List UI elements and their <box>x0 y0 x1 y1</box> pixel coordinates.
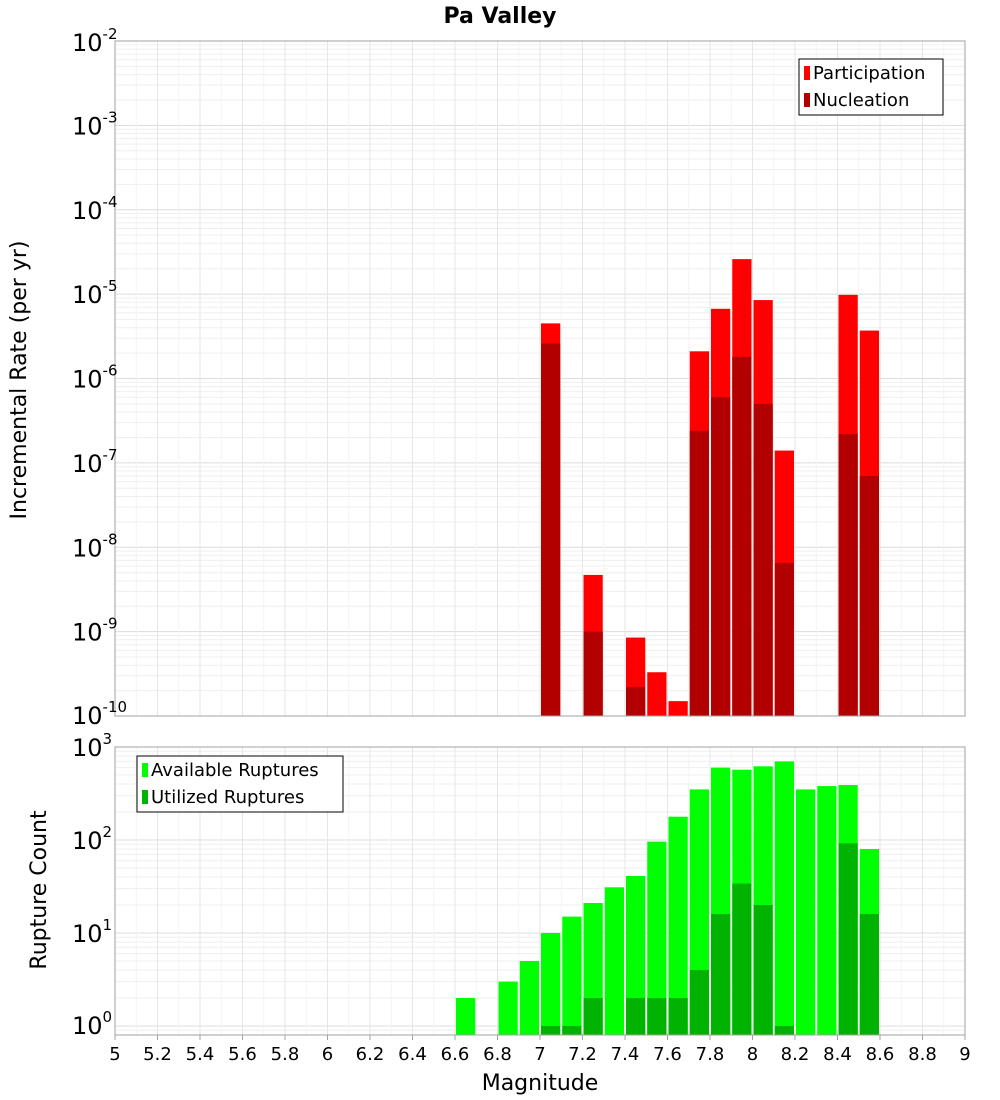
bar <box>583 997 603 1035</box>
bars <box>541 259 879 716</box>
y-tick-label: 102 <box>72 823 112 855</box>
x-tick-label: 8 <box>747 1044 758 1065</box>
y-tick-label: 101 <box>72 916 112 948</box>
x-tick-label: 6.6 <box>441 1044 470 1065</box>
bar <box>541 1025 561 1035</box>
bar <box>626 687 646 716</box>
bar <box>604 887 624 1035</box>
y-tick-labels: 103 102 101 100 <box>72 730 112 1040</box>
chart-title: Pa Valley <box>443 4 556 29</box>
y-tick-label: 103 <box>72 730 112 762</box>
bar <box>668 816 688 1035</box>
bar <box>732 356 752 716</box>
x-tick-labels: 5 5.2 5.4 5.6 5.8 6 6.2 6.4 6.6 6.8 7 7.2 7.4 7.6 7.8 8… <box>109 1035 971 1065</box>
x-axis-label: Magnitude <box>482 1071 599 1096</box>
y-tick-labels: 10-2 10-3 10-4 10-5 10-6 10-7 10-8 10-9 10-10 <box>72 25 127 730</box>
bar <box>774 563 794 716</box>
y-tick-label: 10-6 <box>72 362 118 394</box>
x-tick-label: 8.2 <box>781 1044 810 1065</box>
x-tick-label: 8.8 <box>908 1044 937 1065</box>
series-utilized-ruptures <box>541 843 879 1035</box>
bar <box>541 932 561 1035</box>
bars <box>456 761 879 1035</box>
top-plot: 10-2 10-3 10-4 10-5 10-6 10-7 10-8 10-9 10-10 Par… <box>72 25 966 730</box>
bar <box>711 397 731 716</box>
bottom-plot: 103 102 101 100 Available Ruptures Utilized R… <box>72 730 966 1040</box>
legend: Participation Nucleation <box>798 58 944 116</box>
bar <box>774 1025 794 1035</box>
x-tick-label: 7.4 <box>611 1044 640 1065</box>
plot-frame <box>114 40 966 717</box>
bar <box>647 672 667 716</box>
bar <box>838 843 858 1035</box>
bar <box>626 876 646 1035</box>
x-tick-label: 7.2 <box>568 1044 597 1065</box>
x-tick-label: 5.2 <box>143 1044 172 1065</box>
bar <box>817 786 837 1035</box>
x-tick-label: 8.6 <box>866 1044 895 1065</box>
legend-box <box>798 58 944 116</box>
x-tick-label: 6 <box>322 1044 333 1065</box>
x-tick-label: 5.8 <box>271 1044 300 1065</box>
bar <box>753 403 773 716</box>
y-tick-label: 10-5 <box>72 277 118 309</box>
legend-label: Available Ruptures <box>151 760 319 781</box>
x-tick-label: 5.6 <box>228 1044 257 1065</box>
x-tick-label: 6.2 <box>356 1044 385 1065</box>
bar <box>562 1025 582 1035</box>
y-tick-label: 100 <box>72 1008 112 1040</box>
y-tick-label: 10-3 <box>72 108 118 140</box>
y-tick-label: 10-10 <box>72 698 127 730</box>
x-tick-label: 7.6 <box>653 1044 682 1065</box>
bar <box>456 997 476 1035</box>
x-tick-label: 9 <box>959 1044 970 1065</box>
y-tick-label: 10-7 <box>72 446 118 478</box>
bar <box>668 701 688 716</box>
x-tick-label: 6.4 <box>398 1044 427 1065</box>
bar <box>732 883 752 1035</box>
bar <box>519 960 539 1035</box>
x-tick-label: 6.8 <box>483 1044 512 1065</box>
bottom-y-axis-label: Rupture Count <box>27 810 52 970</box>
y-tick-label: 10-4 <box>72 193 118 225</box>
series-nucleation <box>541 343 879 716</box>
legend-label: Nucleation <box>813 90 909 111</box>
x-tick-label: 7.8 <box>696 1044 725 1065</box>
legend-swatch <box>142 790 148 804</box>
bar <box>647 841 667 1035</box>
bar <box>541 343 561 716</box>
x-tick-label: 7 <box>534 1044 545 1065</box>
bar <box>796 789 816 1035</box>
bar <box>753 904 773 1035</box>
legend-box <box>136 755 344 813</box>
gridlines <box>114 41 966 717</box>
legend-swatch <box>142 763 148 777</box>
legend: Available Ruptures Utilized Ruptures <box>136 755 344 813</box>
y-tick-label: 10-2 <box>72 25 118 57</box>
bar <box>774 761 794 1035</box>
legend-label: Participation <box>813 63 925 84</box>
y-tick-label: 10-9 <box>72 615 118 647</box>
x-tick-label: 5.4 <box>186 1044 215 1065</box>
legend-swatch <box>804 66 810 80</box>
bar <box>668 997 688 1035</box>
bar <box>583 631 603 716</box>
bar <box>859 914 879 1035</box>
legend-swatch <box>804 93 810 107</box>
x-tick-label: 5 <box>109 1044 120 1065</box>
x-tick-label: 8.4 <box>823 1044 852 1065</box>
bar <box>626 997 646 1035</box>
y-tick-label: 10-8 <box>72 530 118 562</box>
bar <box>689 969 709 1035</box>
bar <box>498 981 518 1035</box>
bar <box>711 914 731 1035</box>
legend-label: Utilized Ruptures <box>151 787 304 808</box>
bar <box>838 433 858 716</box>
top-y-axis-label: Incremental Rate (per yr) <box>7 241 32 520</box>
bar <box>562 916 582 1035</box>
bar <box>689 430 709 716</box>
bar <box>647 997 667 1035</box>
bar <box>859 475 879 716</box>
